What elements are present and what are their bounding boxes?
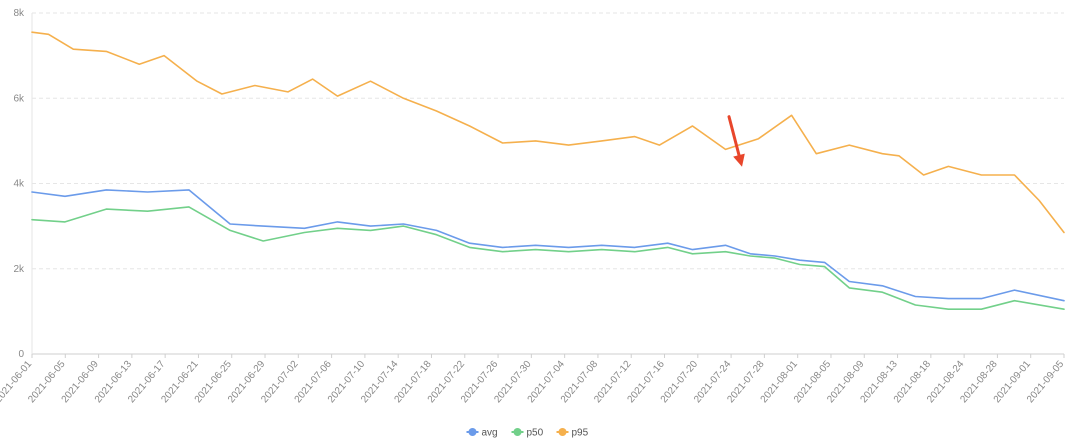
series-line-p50 bbox=[31, 206, 1065, 310]
y-tick-label: 0 bbox=[18, 349, 24, 360]
axes: 02k4k6k8k2021-06-012021-06-052021-06-092… bbox=[0, 8, 1067, 405]
legend-item-avg[interactable]: avg bbox=[466, 428, 498, 439]
arrow-icon-shaft bbox=[727, 115, 741, 157]
legend-label: p50 bbox=[527, 428, 544, 439]
annotation bbox=[727, 115, 745, 167]
legend-item-p50[interactable]: p50 bbox=[511, 428, 544, 439]
y-tick-label: 2k bbox=[13, 264, 25, 275]
y-tick-label: 6k bbox=[13, 93, 25, 104]
legend-item-p95[interactable]: p95 bbox=[556, 428, 589, 439]
arrow-icon-head bbox=[733, 153, 745, 167]
y-tick-label: 4k bbox=[13, 179, 25, 190]
series-line-p95 bbox=[31, 31, 1065, 234]
legend-marker-icon bbox=[513, 428, 522, 436]
series-lines bbox=[31, 31, 1065, 310]
y-tick-label: 8k bbox=[13, 8, 25, 19]
grid-lines bbox=[32, 12, 1064, 270]
legend-label: avg bbox=[482, 428, 498, 439]
series-line-avg bbox=[31, 189, 1065, 302]
legend-label: p95 bbox=[572, 428, 589, 439]
legend-marker-icon bbox=[468, 428, 477, 436]
legend-marker-icon bbox=[558, 428, 567, 436]
legend[interactable]: avg p50 p95 bbox=[466, 428, 589, 439]
